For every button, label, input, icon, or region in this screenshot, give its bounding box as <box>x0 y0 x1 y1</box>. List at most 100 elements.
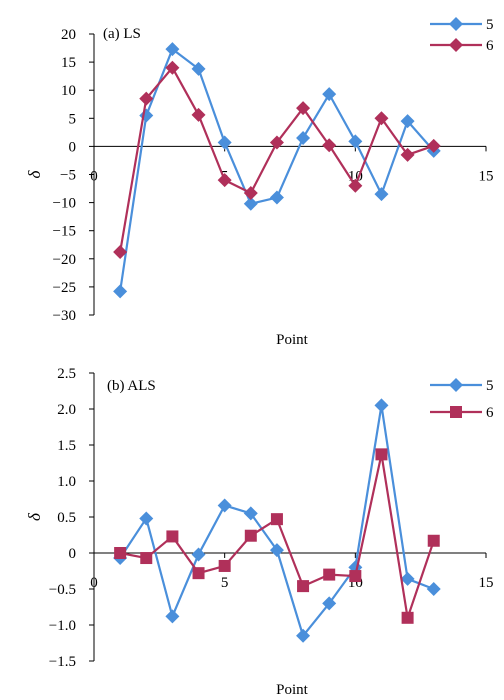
data-point <box>191 547 206 562</box>
legend-marker <box>449 378 463 392</box>
data-point <box>400 147 415 162</box>
legend-entry-5: 5 <box>430 17 494 33</box>
y-tick-label: 2.5 <box>57 366 76 382</box>
x-tick-label: 15 <box>479 575 494 591</box>
data-point <box>113 245 128 260</box>
series-6 <box>114 448 440 624</box>
data-point <box>113 284 128 299</box>
data-point <box>375 448 388 461</box>
data-point <box>243 186 258 201</box>
chart-title: (a) LS <box>103 26 141 42</box>
data-point <box>374 398 389 413</box>
data-point <box>426 582 441 596</box>
data-point <box>322 596 337 611</box>
y-axis-label: δ <box>25 512 44 521</box>
data-point <box>296 628 311 643</box>
data-point <box>348 178 363 193</box>
data-point <box>165 609 180 624</box>
data-point <box>217 173 232 188</box>
x-tick-label: 15 <box>479 168 494 184</box>
y-tick-label: 15 <box>61 55 76 71</box>
data-point <box>374 187 389 202</box>
y-tick-label: −5 <box>60 168 76 184</box>
data-point <box>243 506 258 521</box>
data-point <box>114 547 127 559</box>
data-point <box>427 534 440 547</box>
x-tick-label: 5 <box>221 575 229 591</box>
series-line <box>119 48 435 292</box>
y-tick-label: 5 <box>69 111 77 127</box>
data-point <box>322 138 337 153</box>
legend-marker <box>450 406 462 418</box>
data-point <box>243 196 258 211</box>
data-point <box>139 108 154 123</box>
y-tick-label: 0.5 <box>57 510 76 526</box>
legend-entry-6: 6 <box>430 38 494 54</box>
legend-entry-6: 6 <box>430 405 494 421</box>
legend-marker <box>449 38 463 52</box>
y-tick-label: 0 <box>69 139 77 155</box>
y-tick-label: −15 <box>53 224 76 240</box>
series-line <box>119 66 435 253</box>
data-point <box>296 130 311 145</box>
data-point <box>192 567 205 580</box>
data-point <box>349 570 362 583</box>
y-tick-label: 10 <box>61 83 76 99</box>
legend-entry-5: 5 <box>430 378 494 394</box>
y-tick-label: 1.5 <box>57 438 76 454</box>
data-point <box>296 101 311 116</box>
data-point <box>244 529 257 542</box>
data-point <box>218 559 231 572</box>
chart-panel-b: 2.52.01.51.00.50−0.5−1.0−1.50 5 10 15(b) AL… <box>25 366 494 698</box>
series-5 <box>113 398 441 643</box>
legend-label: 5 <box>486 378 494 394</box>
y-axis-label: δ <box>25 169 44 178</box>
data-point <box>139 91 154 106</box>
y-tick-label: −1.5 <box>49 654 76 670</box>
y-tick-label: −25 <box>53 280 76 296</box>
series-6 <box>113 60 441 260</box>
y-tick-label: −20 <box>53 252 76 268</box>
data-point <box>269 135 284 150</box>
data-point <box>269 543 284 558</box>
data-point <box>166 530 179 543</box>
data-point <box>400 571 415 586</box>
data-point <box>401 611 414 624</box>
data-point <box>165 60 180 75</box>
legend-marker <box>449 17 463 31</box>
data-point <box>191 61 206 76</box>
x-tick-label: 0 <box>90 168 98 184</box>
x-axis-label: Point <box>276 332 309 348</box>
y-tick-label: 2.0 <box>57 402 76 418</box>
data-point <box>140 552 153 565</box>
data-point <box>322 87 337 102</box>
y-tick-label: 20 <box>61 27 76 43</box>
data-point <box>270 513 283 526</box>
legend-label: 6 <box>486 405 494 421</box>
y-tick-label: −30 <box>53 308 76 324</box>
data-point <box>323 568 336 581</box>
y-tick-label: −10 <box>53 196 76 212</box>
data-point <box>217 498 232 513</box>
data-point <box>165 42 180 57</box>
y-tick-label: −1.0 <box>49 618 76 634</box>
y-tick-label: −0.5 <box>49 582 76 598</box>
chart-title: (b) ALS <box>107 378 156 394</box>
data-point <box>400 114 415 129</box>
y-tick-label: 1.0 <box>57 474 76 490</box>
data-point <box>191 107 206 122</box>
legend-label: 5 <box>486 17 494 33</box>
data-point <box>348 134 363 149</box>
data-point <box>297 580 310 593</box>
data-point <box>426 138 441 153</box>
data-point <box>374 111 389 126</box>
legend-label: 6 <box>486 38 494 54</box>
data-point <box>269 190 284 205</box>
data-point <box>139 511 154 526</box>
x-tick-label: 0 <box>90 575 98 591</box>
data-point <box>217 135 232 150</box>
y-tick-label: 0 <box>69 546 77 562</box>
x-axis-label: Point <box>276 682 309 698</box>
